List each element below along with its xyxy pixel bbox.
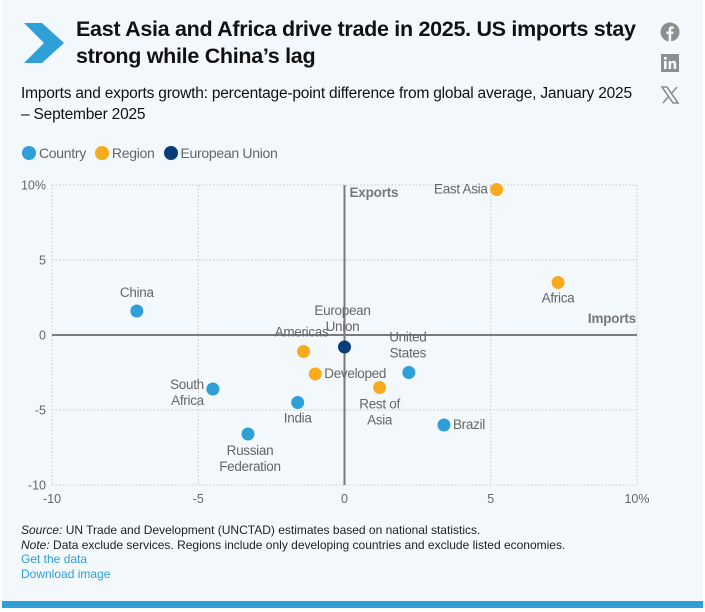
- y-tick-label: -5: [35, 404, 46, 418]
- data-point-marker[interactable]: [338, 340, 351, 354]
- point-label: United States: [389, 330, 426, 361]
- source-note: Source: UN Trade and Development (UNCTAD…: [21, 523, 565, 538]
- grid: [51, 184, 638, 486]
- y-tick-label: -10: [28, 479, 46, 493]
- point-americas: Americas: [275, 325, 329, 358]
- point-european-union: European Union: [314, 303, 371, 354]
- note-label: Note:: [21, 537, 50, 552]
- download-image-link[interactable]: Download image: [21, 566, 111, 581]
- data-point-marker[interactable]: [130, 304, 144, 318]
- point-label-line: Asia: [367, 413, 393, 428]
- data-point-marker[interactable]: [241, 427, 255, 441]
- data-point-marker[interactable]: [308, 367, 322, 381]
- legend-label: Region: [111, 145, 155, 161]
- point-label: Africa: [542, 291, 576, 306]
- linkedin-icon[interactable]: [660, 53, 680, 73]
- point-label-line: South: [170, 377, 204, 392]
- legend-dot-country: [22, 146, 36, 160]
- x-tick-label: -10: [43, 492, 61, 506]
- source-text: UN Trade and Development (UNCTAD) estima…: [62, 523, 481, 537]
- point-united-states: United States: [389, 330, 427, 379]
- y-axis-label: Exports: [350, 185, 399, 200]
- point-rest-of-asia: Rest of Asia: [359, 381, 401, 428]
- y-tick-label: 10%: [21, 179, 46, 193]
- chart-title: East Asia and Africa drive trade in 2025…: [76, 17, 636, 68]
- point-label-line: Americas: [275, 325, 329, 340]
- x-tick-label: -5: [193, 492, 204, 506]
- point-label-line: Union: [326, 319, 360, 334]
- scatter-chart: -10 -5 0 5 10% 10% 5 0 -5 -10 East Asia Africa Chin…: [21, 179, 650, 507]
- tick-labels: -10 -5 0 5 10% 10% 5 0 -5 -10: [21, 179, 650, 507]
- point-label-line: United: [389, 330, 426, 345]
- y-tick-label: 0: [39, 329, 46, 343]
- x-axis-label: Imports: [588, 311, 636, 326]
- point-label-line: Rest of: [359, 397, 400, 412]
- data-point-marker[interactable]: [206, 382, 220, 396]
- x-tick-label: 5: [487, 492, 494, 506]
- legend-label: European Union: [180, 145, 278, 161]
- point-label: Brazil: [453, 417, 485, 432]
- point-label: East Asia: [434, 182, 488, 197]
- point-label-line: Brazil: [453, 417, 485, 432]
- legend-item-eu[interactable]: European Union: [163, 145, 278, 161]
- point-russian-federation: Russian Federation: [219, 427, 281, 474]
- point-developed: Developed: [308, 366, 386, 381]
- x-twitter-icon[interactable]: [660, 85, 680, 105]
- point-label-line: States: [390, 346, 427, 361]
- point-china: China: [120, 285, 155, 318]
- point-label-line: India: [284, 411, 313, 426]
- point-label-line: Africa: [171, 393, 205, 408]
- point-india: India: [284, 396, 313, 426]
- point-label-line: Federation: [219, 459, 281, 474]
- legend-item-region[interactable]: Region: [94, 145, 155, 161]
- chart-footer: Source: UN Trade and Development (UNCTAD…: [21, 523, 565, 581]
- axes: [52, 185, 637, 485]
- point-label: Rest of Asia: [359, 397, 400, 428]
- data-points: East Asia Africa China European UnionAmerica…: [120, 182, 576, 475]
- y-tick-label: 5: [39, 254, 46, 268]
- point-label-line: Africa: [542, 291, 576, 306]
- point-south-africa: South Africa: [170, 377, 220, 408]
- point-label: Developed: [324, 366, 386, 381]
- point-label: South Africa: [170, 377, 205, 408]
- x-tick-label: 10%: [624, 492, 649, 506]
- point-label: Russian Federation: [219, 443, 281, 474]
- point-label: Americas: [275, 325, 329, 340]
- point-east-asia: East Asia: [434, 182, 504, 197]
- point-africa: Africa: [542, 276, 576, 306]
- point-label: India: [284, 411, 313, 426]
- note-text: Data exclude services. Regions include o…: [49, 537, 566, 552]
- data-point-marker[interactable]: [373, 381, 387, 394]
- data-point-marker[interactable]: [291, 396, 305, 409]
- legend-dot-region: [94, 146, 109, 160]
- chart-card: [2, 0, 703, 601]
- data-point-marker[interactable]: [551, 276, 565, 289]
- chart-legend: Country Region European Union: [22, 145, 287, 161]
- data-point-marker[interactable]: [297, 345, 311, 358]
- point-label-line: Developed: [324, 366, 386, 381]
- point-label-line: Russian: [227, 443, 274, 458]
- get-data-link[interactable]: Get the data: [21, 552, 88, 566]
- legend-label: Country: [39, 145, 86, 161]
- data-point-marker[interactable]: [437, 418, 451, 432]
- data-point-marker[interactable]: [402, 366, 416, 379]
- data-point-marker[interactable]: [490, 183, 504, 196]
- legend-dot-eu: [163, 146, 178, 160]
- note: Note: Data exclude services. Regions inc…: [21, 538, 565, 553]
- point-label-line: China: [120, 285, 155, 300]
- source-label: Source:: [21, 523, 63, 537]
- point-label-line: European: [314, 303, 370, 318]
- point-label: European Union: [314, 303, 370, 334]
- point-label-line: East Asia: [434, 182, 488, 197]
- chart-subtitle: Imports and exports growth: percentage-p…: [21, 85, 632, 123]
- bottom-accent-bar: [2, 601, 703, 608]
- x-tick-label: 0: [341, 492, 348, 506]
- point-label: China: [120, 285, 155, 300]
- chevron-right-icon: [24, 23, 64, 63]
- facebook-icon[interactable]: [660, 22, 680, 42]
- legend-item-country[interactable]: Country: [22, 145, 86, 161]
- point-brazil: Brazil: [437, 417, 486, 432]
